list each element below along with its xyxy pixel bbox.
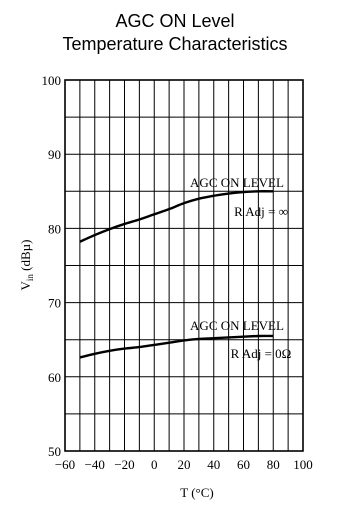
x-tick-label: 60 bbox=[237, 457, 250, 472]
y-axis-label-subscript: in bbox=[25, 274, 35, 282]
chart-title-line-2: Temperature Characteristics bbox=[62, 34, 288, 54]
series-1-label-line-1: AGC ON LEVEL bbox=[190, 175, 284, 190]
chart-title-line-1: AGC ON Level bbox=[115, 11, 235, 31]
series-line-1 bbox=[79, 190, 274, 243]
tick-labels: −60 −40 −20 0 20 40 60 80 100 50 60 70 80 90 100 bbox=[42, 73, 313, 472]
series-line-2 bbox=[79, 334, 274, 359]
y-tick-label: 80 bbox=[48, 221, 61, 236]
x-tick-label: 0 bbox=[151, 457, 158, 472]
x-tick-label: 80 bbox=[267, 457, 280, 472]
y-tick-label: 70 bbox=[48, 296, 61, 311]
x-tick-label: −20 bbox=[114, 457, 134, 472]
x-tick-label: −60 bbox=[55, 457, 75, 472]
y-axis-label-unit: (dBµ) bbox=[18, 240, 33, 275]
x-axis-label: T (°C) bbox=[180, 485, 213, 500]
grid-lines bbox=[65, 80, 303, 451]
y-axis-label: Vin (dBµ) bbox=[18, 240, 35, 291]
x-tick-label: 20 bbox=[178, 457, 191, 472]
x-tick-label: 40 bbox=[207, 457, 220, 472]
y-tick-label: 90 bbox=[48, 147, 61, 162]
series-2-label-line-1: AGC ON LEVEL bbox=[190, 318, 284, 333]
y-axis-label-main: V bbox=[18, 280, 33, 290]
series-2-label-line-2: R Adj = 0Ω bbox=[231, 346, 292, 361]
y-tick-label: 100 bbox=[42, 73, 62, 88]
series-1-label-line-2: R Adj = ∞ bbox=[234, 204, 288, 219]
x-tick-label: 100 bbox=[293, 457, 313, 472]
plot-frame bbox=[64, 79, 304, 452]
series-lines bbox=[79, 190, 274, 359]
y-tick-label: 50 bbox=[48, 444, 61, 459]
y-tick-label: 60 bbox=[48, 370, 61, 385]
x-tick-label: −40 bbox=[85, 457, 105, 472]
